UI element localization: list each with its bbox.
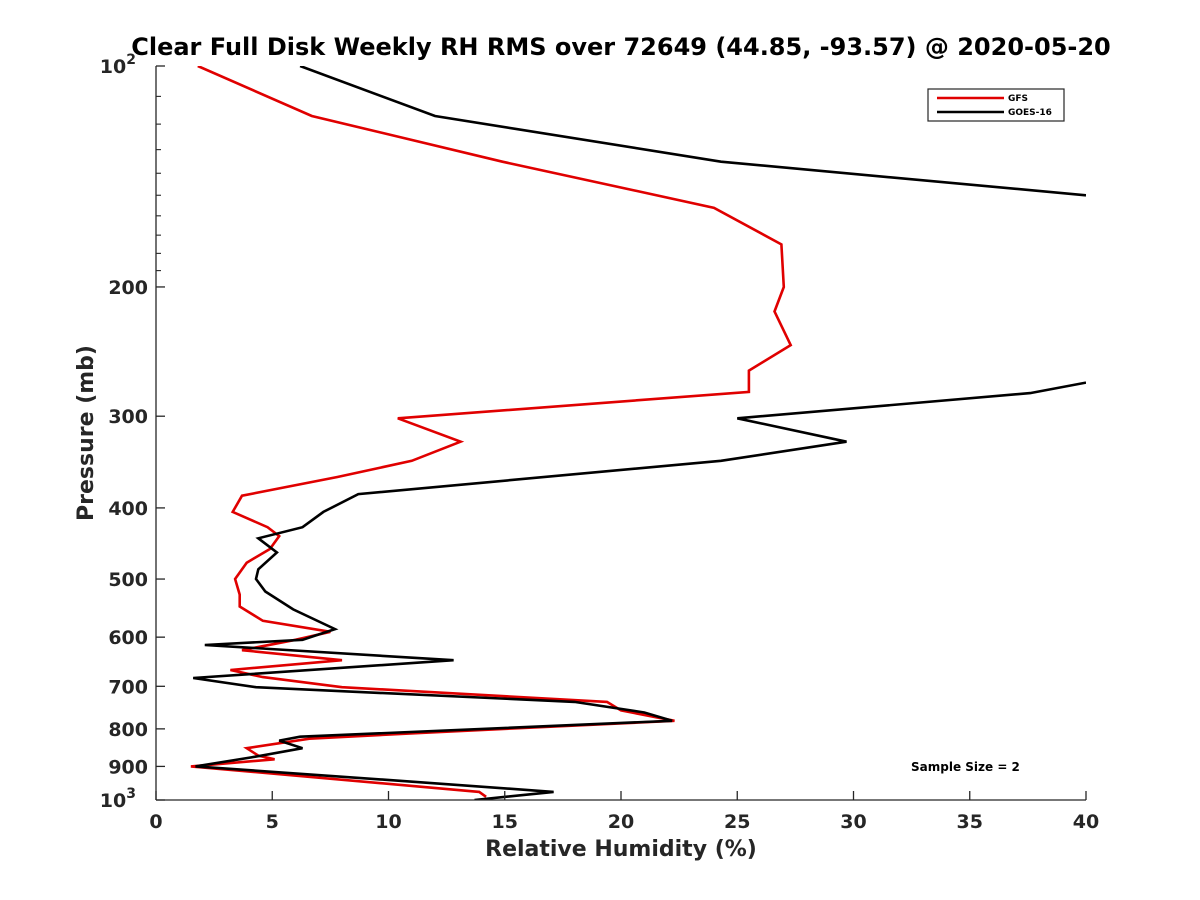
- x-tick-label: 25: [724, 811, 750, 833]
- series-line-goes-16-2: [193, 381, 1086, 800]
- x-tick-label: 30: [840, 811, 866, 833]
- series-layer: [190, 66, 1086, 800]
- series-line-goes-16-1: [299, 66, 1086, 197]
- axes-layer: 0 5 10 15 20 25 30 35 40 102 200 300 400 500 600 700 800…: [100, 52, 1099, 833]
- x-tick-label: 15: [492, 811, 518, 833]
- y-tick-label: 300: [108, 406, 148, 428]
- y-tick-label: 103: [100, 786, 136, 812]
- x-tick-label: 5: [266, 811, 279, 833]
- sample-size-annotation: Sample Size = 2: [911, 760, 1020, 774]
- y-tick-label: 400: [108, 498, 148, 520]
- series-line-gfs-1: [190, 66, 793, 798]
- x-tick-label: 10: [375, 811, 401, 833]
- y-tick-label: 200: [108, 277, 148, 299]
- x-tick-label: 40: [1073, 811, 1099, 833]
- chart-title: Clear Full Disk Weekly RH RMS over 72649…: [131, 33, 1111, 61]
- legend-box: [927, 88, 1065, 122]
- legend-label: GFS: [1008, 94, 1028, 104]
- x-tick-label: 35: [957, 811, 983, 833]
- y-tick-label: 700: [108, 676, 148, 698]
- legend-label: GOES-16: [1008, 108, 1052, 118]
- y-tick-label: 600: [108, 627, 148, 649]
- y-axis-label: Pressure (mb): [74, 345, 99, 521]
- x-tick-label: 0: [149, 811, 162, 833]
- y-tick-label: 900: [108, 756, 148, 778]
- y-tick-label: 102: [100, 52, 136, 78]
- y-tick-label: 500: [108, 569, 148, 591]
- x-axis-label: Relative Humidity (%): [485, 837, 757, 862]
- legend: GFS GOES-16: [927, 88, 1065, 122]
- y-tick-label: 800: [108, 719, 148, 741]
- x-tick-label: 20: [608, 811, 634, 833]
